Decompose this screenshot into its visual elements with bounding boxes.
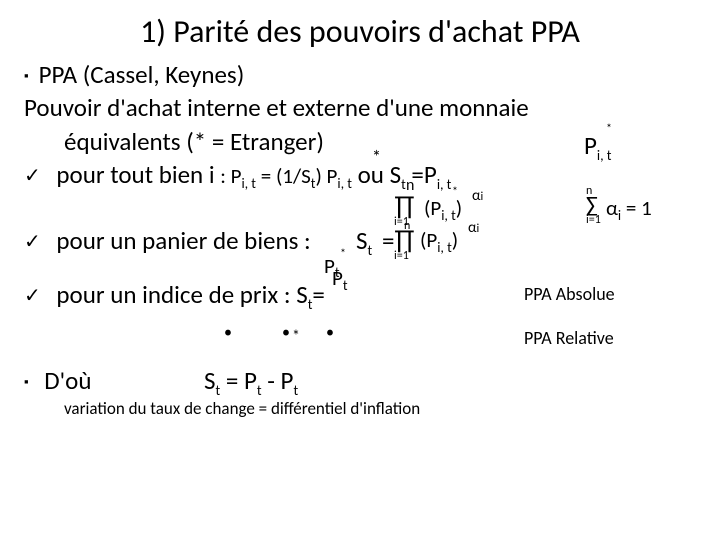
- st-frac: St: [356, 225, 372, 260]
- text-equiv: équivalents (* = Etranger): [64, 126, 324, 157]
- line-panier: pour un panier de biens : n St = ∏ i=1 (…: [24, 225, 696, 256]
- pit-prod2: (Pi, t) αi: [420, 227, 458, 257]
- txt-tout-bien: pour tout bien i: [56, 159, 220, 190]
- line-tout-bien: pour tout bien i : Pi, t = (1/St) Pi, t …: [24, 159, 696, 194]
- eq-dou: St = Pt - Pt: [204, 365, 298, 400]
- p-letter: P: [584, 130, 597, 161]
- slide-title: 1) Parité des pouvoirs d'achat PPA: [24, 12, 696, 51]
- txt-dou: D'où: [44, 365, 91, 396]
- dot3: •: [326, 323, 334, 342]
- txt-indice: pour un indice de prix : S: [56, 279, 307, 310]
- eq-sign-panier: =: [382, 225, 394, 256]
- txt-panier: pour un panier de biens :: [56, 225, 310, 256]
- line-pouvoir: Pouvoir d'achat interne et externe d'une…: [24, 92, 696, 123]
- pit-prod: (Pi, t) * αi: [424, 195, 462, 224]
- ppa-absolue: PPA Absolue: [524, 283, 615, 306]
- bullet-ppa-cassel: PPA (Cassel, Keynes): [24, 59, 696, 90]
- dot2: •: [282, 323, 290, 342]
- eq-ind: =: [312, 279, 324, 310]
- line-dou: D'où St = Pt - Pt: [24, 365, 696, 396]
- pt-top2: Pt: [332, 265, 348, 295]
- line-indice: pour un indice de prix : St= Pt PPA Abso…: [24, 279, 696, 314]
- sum-n: n: [586, 184, 592, 198]
- line-variation: variation du taux de change = différenti…: [24, 398, 696, 419]
- dot-star: *: [292, 327, 300, 346]
- ppa-relative: PPA Relative: [524, 327, 614, 349]
- eq-part-ou: ou S: [352, 159, 401, 190]
- star-sup: *: [606, 122, 612, 137]
- line-equivalents: équivalents (* = Etranger) * Pi, t*: [24, 126, 696, 157]
- dot1: •: [224, 323, 232, 342]
- eq-part-a: : Pi, t = (1/St) Pi, t: [220, 163, 352, 189]
- sum-alpha: αi = 1: [606, 195, 652, 224]
- pit-sub2: i, t: [437, 176, 452, 193]
